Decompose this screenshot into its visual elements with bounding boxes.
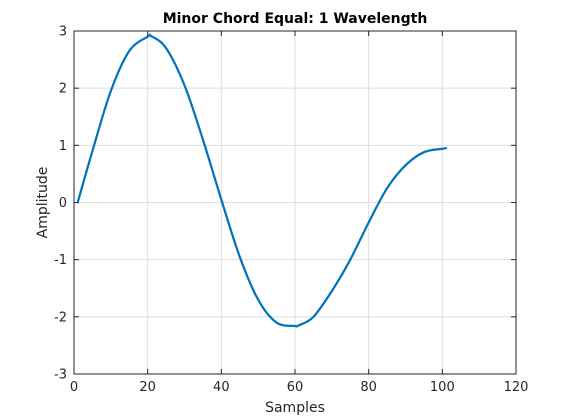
x-tick-label: 0 — [70, 380, 78, 395]
x-tick-label: 60 — [287, 380, 304, 395]
series-layer — [76, 33, 448, 328]
axis-ticks: 0 20 40 60 80 100 120 -3 -2 -1 0 1 2 3 — [54, 25, 528, 396]
grid — [73, 30, 517, 375]
y-tick-label: 2 — [59, 82, 67, 97]
x-axis-label: Samples — [265, 400, 325, 416]
x-tick-label: 20 — [139, 380, 156, 395]
y-tick-label: 0 — [59, 196, 67, 211]
y-axis-label: Amplitude — [35, 167, 51, 239]
x-tick-label: 80 — [360, 380, 377, 395]
chart-title: Minor Chord Equal: 1 Wavelength — [163, 11, 428, 27]
y-tick-label: 3 — [59, 25, 67, 40]
y-tick-label: -3 — [54, 368, 67, 383]
y-tick-label: 1 — [59, 139, 67, 154]
x-tick-label: 40 — [213, 380, 230, 395]
x-tick-label: 120 — [504, 380, 529, 395]
y-tick-label: -2 — [54, 310, 67, 325]
y-tick-label: -1 — [54, 253, 67, 268]
series-line — [76, 33, 448, 328]
x-tick-label: 100 — [430, 380, 455, 395]
